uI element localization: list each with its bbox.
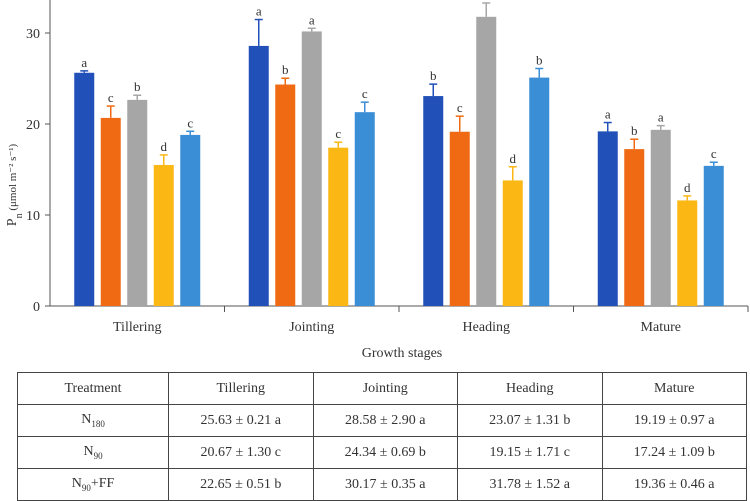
bar [624, 149, 645, 306]
y-tick-label: 30 [26, 27, 40, 42]
table-row: N90 20.67 ± 1.30 c 24.34 ± 0.69 b 19.15 … [17, 436, 747, 469]
significance-letter: b [134, 79, 141, 94]
header-mature: Mature [601, 372, 747, 405]
value-cell: 19.36 ± 0.46 a [601, 468, 747, 501]
value-cell: 28.58 ± 2.90 a [312, 404, 458, 437]
x-category-label: Jointing [289, 320, 334, 335]
header-heading: Heading [457, 372, 603, 405]
x-category-label: Heading [463, 320, 510, 335]
value-cell: 23.07 ± 1.31 b [457, 404, 603, 437]
significance-letter: b [282, 62, 289, 77]
bar [100, 117, 121, 306]
significance-letter: a [309, 12, 315, 27]
bar [650, 129, 671, 306]
table-row: N180 25.63 ± 0.21 a 28.58 ± 2.90 a 23.07… [17, 404, 747, 437]
significance-letter: a [483, 0, 489, 2]
significance-letter: d [684, 180, 691, 195]
y-tick-label: 20 [26, 118, 40, 133]
value-cell: 20.67 ± 1.30 c [168, 436, 314, 469]
value-cell: 17.24 ± 1.09 b [601, 436, 747, 469]
treatment-cell: N180 [17, 404, 169, 437]
value-cell: 30.17 ± 0.35 a [312, 468, 458, 501]
header-jointing: Jointing [312, 372, 458, 405]
data-table-container: Treatment Tillering Jointing Heading Mat… [17, 372, 747, 501]
treatment-name: N [71, 476, 82, 492]
bar [328, 147, 349, 306]
significance-letter: c [187, 115, 193, 130]
treatment-subscript: 90 [93, 450, 103, 461]
bar [248, 45, 269, 307]
table-header-row: Treatment Tillering Jointing Heading Mat… [17, 372, 747, 405]
significance-letter: c [362, 86, 368, 101]
significance-letter: c [335, 126, 341, 141]
y-axis-title-sub: n [14, 213, 25, 218]
treatment-name: N [83, 444, 94, 460]
bar [153, 164, 174, 306]
value-cell: 25.63 ± 0.21 a [168, 404, 314, 437]
bar [476, 16, 497, 306]
bar [275, 84, 296, 306]
bar [597, 131, 618, 306]
bar [74, 72, 95, 306]
significance-letter: a [81, 55, 87, 70]
value-cell: 31.78 ± 1.52 a [457, 468, 603, 501]
treatment-subscript: 90 [81, 482, 91, 493]
x-category-label: Mature [641, 320, 681, 335]
value-cell: 24.34 ± 0.69 b [312, 436, 458, 469]
svg-text:Pn (μmol m⁻² s⁻¹): Pn (μmol m⁻² s⁻¹) [5, 143, 25, 226]
value-cell: 19.15 ± 1.71 c [457, 436, 603, 469]
data-table: Treatment Tillering Jointing Heading Mat… [17, 372, 747, 501]
y-axis-title-unit: (μmol m⁻² s⁻¹) [7, 143, 19, 213]
significance-letter: b [536, 52, 543, 67]
bar [180, 134, 201, 306]
treatment-subscript: 180 [91, 418, 105, 429]
y-tick-label: 0 [33, 300, 40, 315]
significance-letter: c [108, 90, 114, 105]
bar [301, 31, 322, 306]
significance-letter: c [711, 146, 717, 161]
header-tillering: Tillering [168, 372, 314, 405]
y-axis-title: Pn (μmol m⁻² s⁻¹) [5, 143, 25, 226]
table-row: N90+FF 22.65 ± 0.51 b 30.17 ± 0.35 a 31.… [17, 468, 747, 501]
bar [354, 112, 375, 306]
x-category-label: Tillering [113, 320, 162, 335]
significance-letter: d [510, 151, 517, 166]
bar-chart: Pn (μmol m⁻² s⁻¹) Growth stages 0 10 20 30 T… [5, 0, 749, 361]
value-cell: 19.19 ± 0.97 a [601, 404, 747, 437]
header-treatment: Treatment [17, 372, 169, 405]
y-tick-label: 10 [26, 209, 40, 224]
bar [529, 77, 550, 306]
x-axis-title: Growth stages [362, 346, 443, 361]
bar [502, 180, 523, 306]
bar [449, 131, 470, 306]
treatment-name: N [81, 412, 92, 428]
treatment-suffix: +FF [90, 476, 115, 492]
bars-layer: a c b d c a b a c c b c a d b a b a d c [74, 0, 724, 307]
significance-letter: b [430, 68, 437, 83]
significance-letter: a [256, 4, 262, 19]
significance-letter: a [605, 107, 611, 122]
significance-letter: d [161, 139, 168, 154]
bar [127, 99, 148, 306]
treatment-cell: N90+FF [17, 468, 169, 501]
significance-letter: a [658, 110, 664, 125]
bar [423, 96, 444, 306]
bar [703, 165, 724, 306]
bar [677, 200, 698, 306]
treatment-cell: N90 [17, 436, 169, 469]
significance-letter: c [457, 100, 463, 115]
y-axis-title-main: P [5, 218, 20, 226]
value-cell: 22.65 ± 0.51 b [168, 468, 314, 501]
significance-letter: b [631, 123, 638, 138]
